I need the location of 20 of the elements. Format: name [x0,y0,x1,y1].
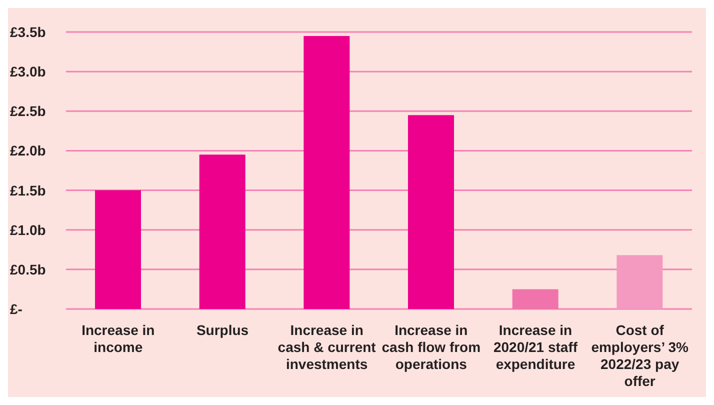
x-tick-label: Surplus [196,322,249,338]
y-tick-label: £1.5b [10,182,46,198]
y-tick-label: £2.0b [10,142,46,159]
x-tick-label: Increase in cash & current investments [278,322,376,372]
y-tick-label: £1.0b [10,222,46,238]
x-tick-label: Increase in cash flow from operations [382,322,481,372]
x-tick-label: Increase in income [82,322,155,355]
bar [616,255,663,309]
x-tick-label: Increase in 2020/21 staff expenditure [493,322,578,372]
y-tick-label: £0.5b [10,261,46,278]
y-tick-label: £3.0b [10,64,46,80]
bar [408,115,454,309]
x-tick-label: Cost of employers’ 3% 2022/23 pay offer [591,322,690,389]
y-tick-label: £3.5b [10,24,46,40]
bar [304,36,350,309]
bar [95,190,141,309]
bar [199,154,246,309]
y-tick-label: £- [10,300,23,317]
bar [512,289,558,309]
y-tick-label: £2.5b [10,103,46,120]
